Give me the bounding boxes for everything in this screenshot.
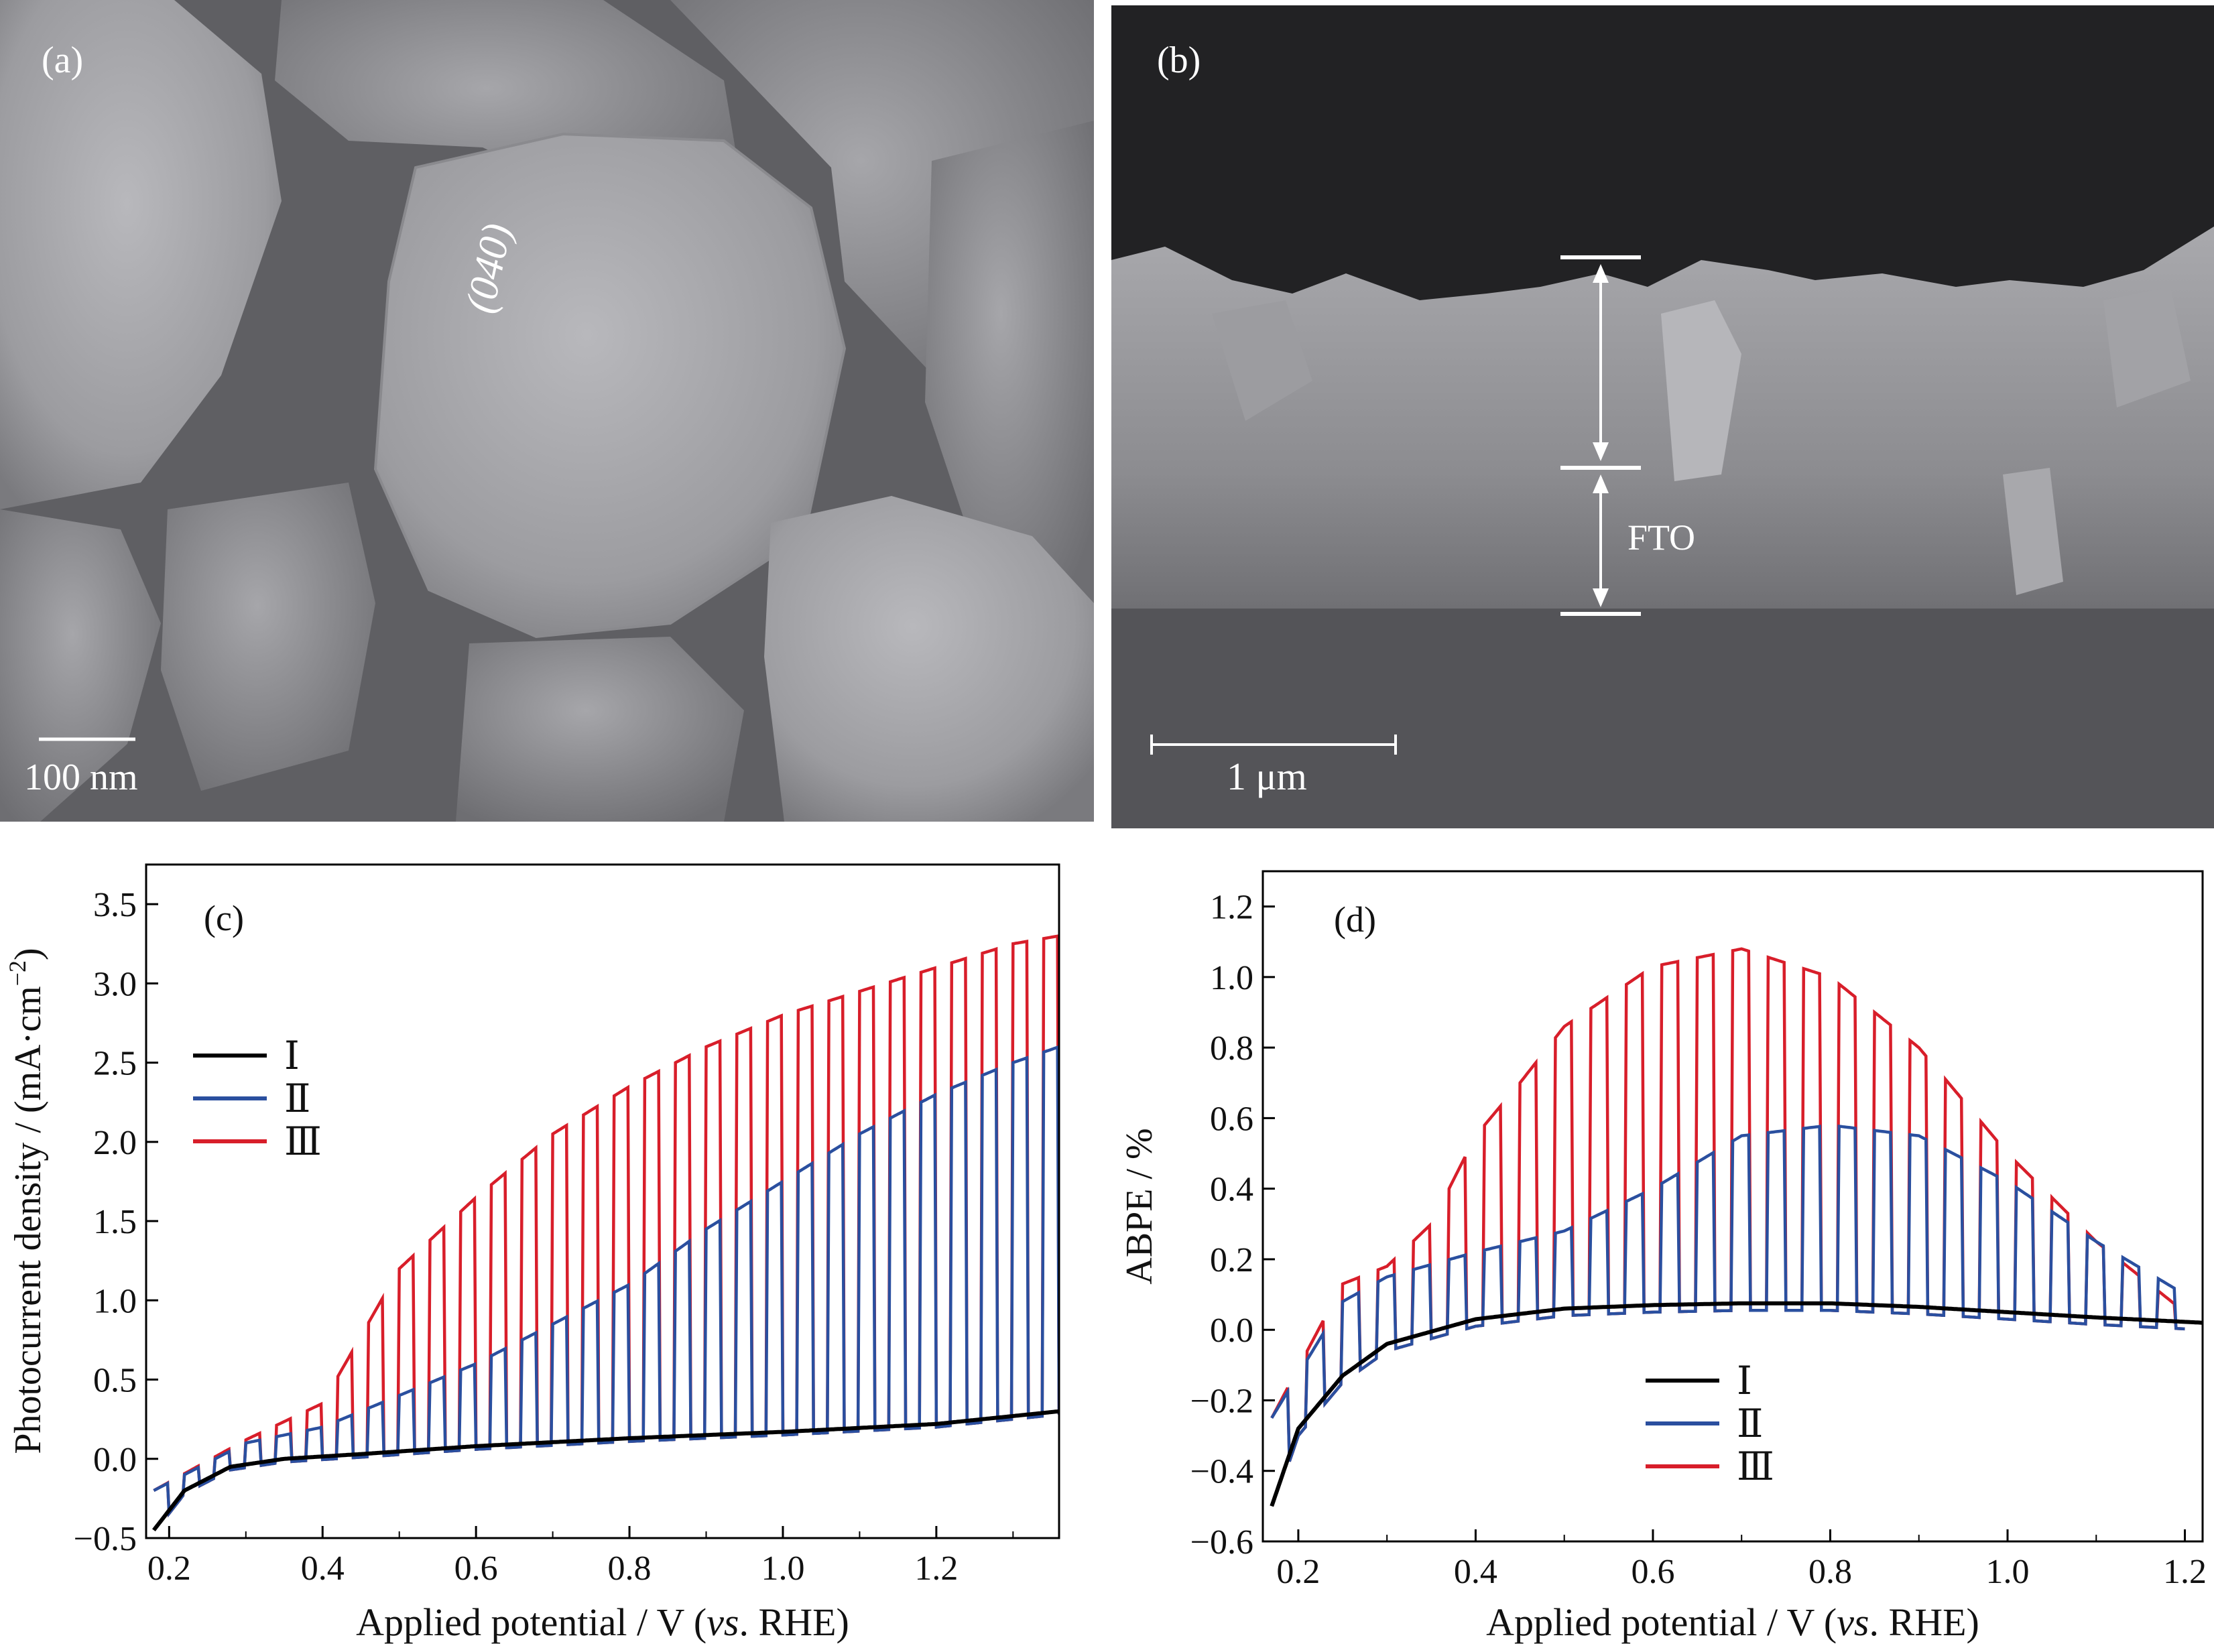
sem-top-view-image: (a) (040) 100 nm [0,0,1094,822]
legend-label: Ⅱ [284,1077,310,1121]
series-line [1270,1124,2185,1462]
y-axis-label: ABPE / % [1119,1128,1160,1284]
series-line [153,934,1059,1518]
x-tick-label: 0.4 [301,1549,345,1588]
x-tick-label: 1.0 [761,1549,804,1588]
y-tick-label: −0.6 [1190,1523,1253,1562]
y-tick-label: 3.0 [93,965,137,1003]
scalebar-a-label: 100 nm [24,757,138,798]
x-tick-label: 0.8 [608,1549,652,1588]
x-tick-label: 0.2 [147,1549,191,1588]
y-tick-label: 0.6 [1210,1100,1253,1138]
y-tick-label: 0.2 [1210,1241,1253,1279]
y-tick-label: 0.5 [93,1362,137,1400]
y-tick-label: 2.0 [93,1124,137,1162]
panel-b-label: (b) [1157,40,1201,81]
y-tick-label: 1.5 [93,1203,137,1241]
abpe-chart: 0.2 0.4 0.6 0.8 1.0 1.2 −0.6 −0.4 −0.2 0.0 0.2 0.4 0… [1119,870,2207,1644]
chart-d-panel-label: (d) [1334,899,1376,940]
series-line [153,1045,1059,1518]
series-line [1270,1301,2203,1507]
abpe-chart-panel: 0.2 0.4 0.6 0.8 1.0 1.2 −0.6 −0.4 −0.2 0.0 0.2 0.4 0… [1111,851,2214,1652]
x-tick-label: 0.6 [1631,1553,1674,1591]
panel-a-label: (a) [42,40,83,81]
x-tick-label: 1.0 [1986,1553,2030,1591]
y-tick-label: 0.0 [1210,1312,1253,1350]
series-line [152,1409,1059,1532]
plot-frame [145,863,1060,1539]
sem-cross-section-panel: FTO 1 μm (b) [1111,5,2214,828]
y-tick-label: 3.5 [93,886,137,924]
sem-cross-section-image: FTO 1 μm (b) [1111,5,2214,828]
x-axis-label: Applied potential / V (vs. RHE) [356,1600,849,1644]
legend-label: Ⅲ [1737,1445,1774,1488]
series-line [1270,947,2185,1462]
sem-top-view-panel: (a) (040) 100 nm [0,0,1094,822]
y-tick-label: 1.2 [1210,889,1253,927]
x-tick-label: 0.6 [454,1549,498,1588]
fto-label: FTO [1627,517,1695,558]
y-tick-label: 1.0 [93,1282,137,1320]
x-tick-label: 0.8 [1808,1553,1852,1591]
x-tick-label: 1.2 [914,1549,958,1588]
y-tick-label: −0.4 [1190,1453,1253,1491]
y-tick-label: 0.0 [93,1441,137,1479]
legend-label: Ⅲ [284,1120,322,1163]
x-tick-label: 0.2 [1276,1553,1320,1591]
plot-frame [1262,870,2204,1543]
legend-label: Ⅱ [1737,1402,1763,1446]
y-tick-label: 0.8 [1210,1029,1253,1068]
scalebar-b-label: 1 μm [1227,755,1307,798]
y-tick-label: −0.5 [74,1520,137,1558]
y-tick-label: 0.4 [1210,1171,1253,1209]
y-tick-label: 1.0 [1210,959,1253,997]
legend-label: Ⅰ [1737,1359,1752,1403]
x-tick-label: 0.4 [1454,1553,1497,1591]
photocurrent-chart: 0.2 0.4 0.6 0.8 1.0 1.2 −0.5 0.0 0.5 1.0 1.5 2.0 2.5… [4,863,1060,1644]
x-axis-label: Applied potential / V (vs. RHE) [1486,1600,1979,1644]
chart-c-panel-label: (c) [204,898,244,938]
photocurrent-chart-panel: 0.2 0.4 0.6 0.8 1.0 1.2 −0.5 0.0 0.5 1.0 1.5 2.0 2.5… [0,851,1094,1652]
x-tick-label: 1.2 [2163,1553,2207,1591]
y-tick-label: 2.5 [93,1045,137,1083]
legend-label: Ⅰ [284,1034,300,1078]
y-axis-label: Photocurrent density / (mA·cm−2) [4,948,49,1454]
y-tick-label: −0.2 [1190,1382,1253,1420]
